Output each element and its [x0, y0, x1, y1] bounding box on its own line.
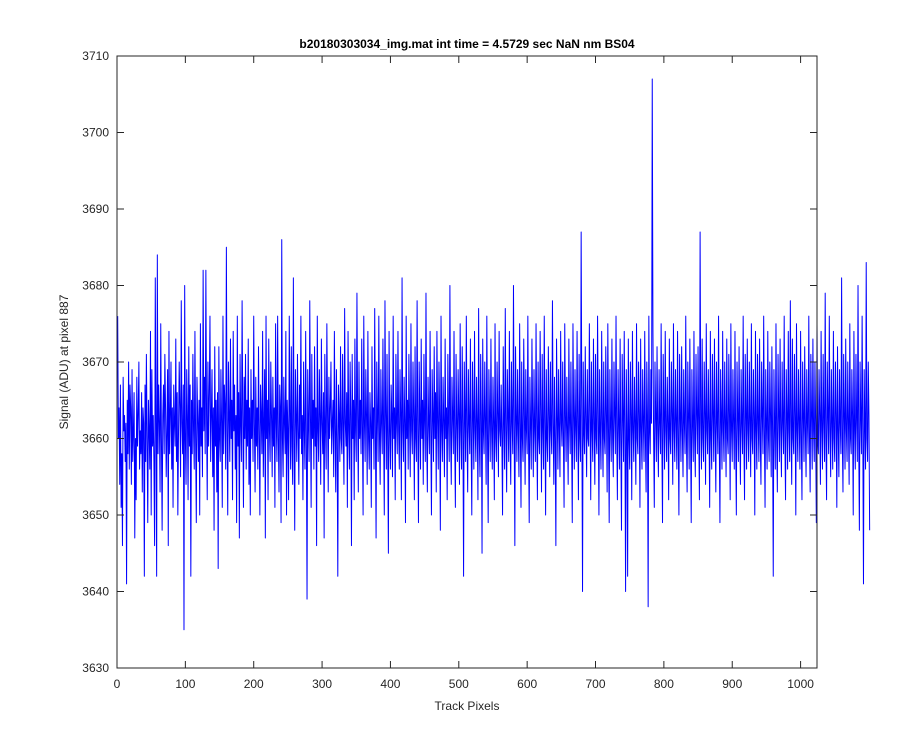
y-tick-label: 3640 [82, 585, 109, 599]
series-layer [117, 78, 871, 631]
x-tick-label: 800 [654, 677, 674, 691]
y-tick-label: 3670 [82, 355, 109, 369]
y-tick-label: 3690 [82, 202, 109, 216]
x-tick-label: 700 [586, 677, 606, 691]
y-tick-label: 3660 [82, 432, 109, 446]
y-axis-ticks: 3630 3640 3650 3660 3670 3680 3690 3700 3710 [82, 49, 817, 675]
x-tick-label: 0 [114, 677, 121, 691]
y-tick-label: 3630 [82, 661, 109, 675]
y-axis-label: Signal (ADU) at pixel 887 [57, 294, 71, 429]
x-tick-label: 200 [244, 677, 264, 691]
x-tick-label: 400 [380, 677, 400, 691]
chart-title: b20180303034_img.mat int time = 4.5729 s… [299, 37, 635, 51]
y-tick-label: 3650 [82, 508, 109, 522]
y-tick-label: 3700 [82, 126, 109, 140]
x-tick-label: 900 [722, 677, 742, 691]
x-axis-ticks: 0 100 200 300 400 500 600 700 800 900 1000 [114, 56, 814, 691]
x-axis-label: Track Pixels [435, 699, 500, 713]
x-tick-label: 100 [175, 677, 195, 691]
x-tick-label: 300 [312, 677, 332, 691]
y-tick-label: 3710 [82, 49, 109, 63]
series-line-1 [117, 78, 871, 631]
x-tick-label: 1000 [787, 677, 814, 691]
x-tick-label: 500 [449, 677, 469, 691]
x-tick-label: 600 [517, 677, 537, 691]
y-tick-label: 3680 [82, 279, 109, 293]
